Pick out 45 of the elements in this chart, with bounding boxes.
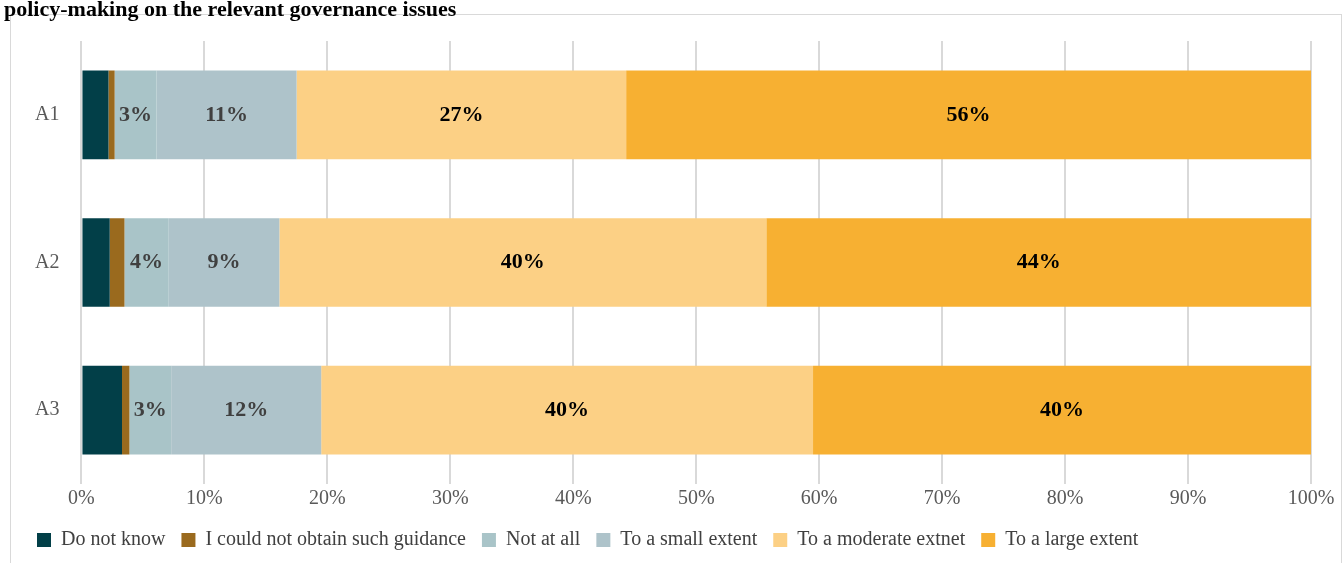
legend-label: Not at all (505, 527, 581, 550)
data-label: 3% (119, 100, 153, 126)
y-tick-label: A2 (34, 249, 60, 272)
data-label: 11% (205, 100, 248, 126)
bar (321, 365, 814, 455)
x-tick-label: 0% (68, 486, 95, 509)
legend-label: To a small extent (620, 527, 758, 550)
data-label: 3% (133, 395, 167, 421)
data-label: 40% (1040, 395, 1085, 421)
bar (82, 218, 110, 307)
legend-label: To a large extent (1005, 527, 1139, 551)
legend-label: Do not know (61, 527, 166, 550)
chart-title: policy-making on the relevant governance issues (4, 0, 457, 22)
y-tick-label: A3 (34, 397, 60, 420)
x-tick-label: 90% (1169, 486, 1207, 509)
data-label: 40% (500, 248, 545, 274)
bar (108, 70, 115, 160)
x-tick-label: 40% (554, 486, 592, 509)
bar (109, 218, 125, 307)
data-label: 27% (439, 100, 484, 126)
y-tick-label: A1 (34, 102, 60, 125)
legend-label: I could not obtain such guidance (205, 527, 467, 551)
bar (279, 218, 767, 307)
x-tick-label: 100% (1287, 486, 1335, 509)
legend-label: To a moderate extnet (797, 527, 966, 550)
x-tick-label: 30% (431, 486, 469, 509)
data-label: 40% (545, 395, 590, 421)
bar (626, 70, 1311, 160)
bar (122, 365, 130, 455)
bar (296, 70, 627, 160)
data-label: 12% (224, 395, 269, 421)
x-tick-label: 20% (309, 486, 346, 509)
bar (813, 365, 1311, 455)
data-label: 44% (1016, 248, 1061, 274)
data-label: 56% (946, 100, 991, 126)
data-label: 4% (130, 248, 164, 274)
bar (82, 365, 123, 455)
x-tick-label: 50% (677, 486, 715, 509)
x-tick-label: 80% (1046, 486, 1084, 509)
data-label: 9% (207, 248, 241, 274)
x-tick-label: 10% (186, 486, 223, 509)
x-tick-label: 60% (800, 486, 838, 509)
bar (82, 70, 109, 160)
x-tick-label: 70% (923, 486, 961, 509)
bar (766, 218, 1311, 307)
